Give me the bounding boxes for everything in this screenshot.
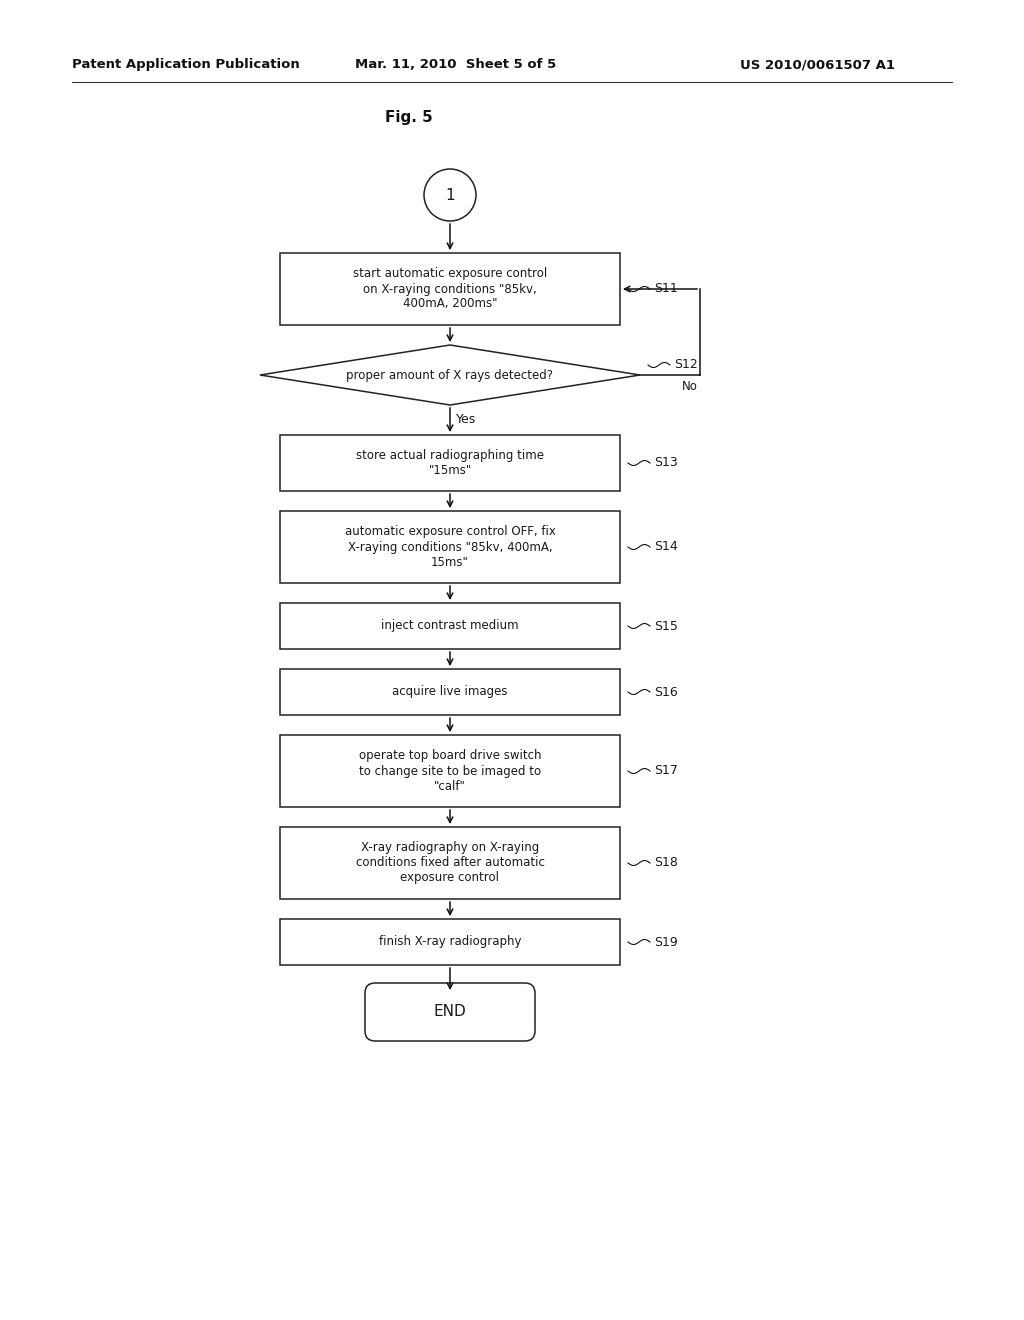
Text: Yes: Yes (456, 413, 476, 426)
Text: Patent Application Publication: Patent Application Publication (72, 58, 300, 71)
FancyBboxPatch shape (280, 735, 620, 807)
Text: S16: S16 (654, 685, 678, 698)
Text: store actual radiographing time
"15ms": store actual radiographing time "15ms" (356, 449, 544, 477)
FancyBboxPatch shape (280, 828, 620, 899)
Text: S13: S13 (654, 457, 678, 470)
Text: S12: S12 (674, 359, 697, 371)
Text: start automatic exposure control
on X-raying conditions "85kv,
400mA, 200ms": start automatic exposure control on X-ra… (353, 268, 547, 310)
Text: S17: S17 (654, 764, 678, 777)
Text: inject contrast medium: inject contrast medium (381, 619, 519, 632)
FancyBboxPatch shape (280, 511, 620, 583)
FancyBboxPatch shape (280, 253, 620, 325)
Text: X-ray radiography on X-raying
conditions fixed after automatic
exposure control: X-ray radiography on X-raying conditions… (355, 842, 545, 884)
Text: finish X-ray radiography: finish X-ray radiography (379, 936, 521, 949)
FancyBboxPatch shape (365, 983, 535, 1041)
Text: Fig. 5: Fig. 5 (385, 110, 433, 125)
Text: US 2010/0061507 A1: US 2010/0061507 A1 (740, 58, 895, 71)
FancyBboxPatch shape (280, 919, 620, 965)
Text: automatic exposure control OFF, fix
X-raying conditions "85kv, 400mA,
15ms": automatic exposure control OFF, fix X-ra… (344, 525, 555, 569)
Text: acquire live images: acquire live images (392, 685, 508, 698)
Text: S14: S14 (654, 540, 678, 553)
Text: 1: 1 (445, 187, 455, 202)
Polygon shape (260, 345, 640, 405)
Text: operate top board drive switch
to change site to be imaged to
"calf": operate top board drive switch to change… (358, 750, 542, 792)
FancyBboxPatch shape (280, 603, 620, 649)
Text: Mar. 11, 2010  Sheet 5 of 5: Mar. 11, 2010 Sheet 5 of 5 (355, 58, 556, 71)
Text: proper amount of X rays detected?: proper amount of X rays detected? (346, 368, 554, 381)
Text: END: END (433, 1005, 466, 1019)
Text: S19: S19 (654, 936, 678, 949)
Text: S18: S18 (654, 857, 678, 870)
Text: No: No (682, 380, 698, 393)
FancyBboxPatch shape (280, 436, 620, 491)
Text: S15: S15 (654, 619, 678, 632)
FancyBboxPatch shape (280, 669, 620, 715)
Text: S11: S11 (654, 282, 678, 296)
